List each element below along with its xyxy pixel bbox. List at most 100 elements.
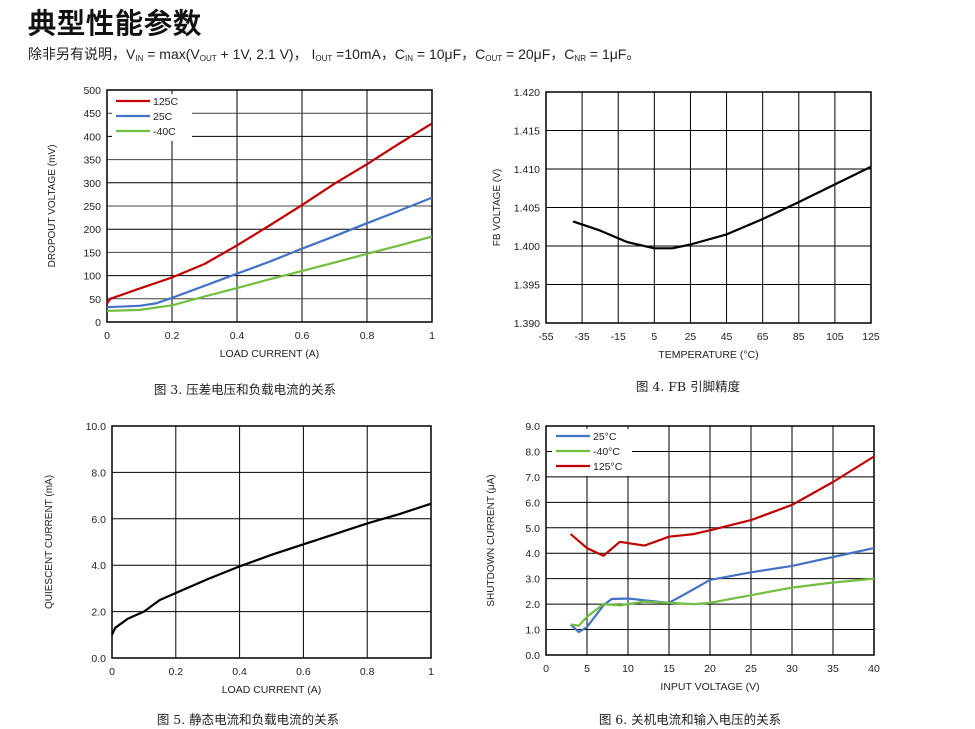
y-tick-label: 1.420 [514,87,540,99]
x-tick-label: 0.2 [168,666,183,678]
y-tick-label: 0 [95,317,101,329]
page-title: 典型性能参数 [28,8,203,39]
x-tick-label: 25 [685,331,697,343]
legend-label: 125C [153,96,179,108]
y-tick-label: 0.0 [91,653,106,665]
conditions-text: 除非另有说明，VIN = max(VOUT + 1V, 2.1 V)， IOUT… [28,46,641,63]
y-axis-label: DROPOUT VOLTAGE (mV) [47,145,58,268]
y-tick-label: 150 [83,247,101,259]
x-tick-label: 0.6 [295,330,310,342]
figure-5-caption: 图 5. 静态电流和负载电流的关系 [156,712,340,727]
chart-3: 0 0.2 0.4 0.6 0.8 1 0 50 100 150 200 250 300 350 400 45… [47,85,435,360]
x-tick-label: 125 [862,331,880,343]
x-tick-label: 0 [104,330,110,342]
y-tick-label: 250 [83,201,101,213]
series-line-125C [106,122,433,305]
x-tick-label: -35 [575,331,590,343]
x-tick-label: 5 [651,331,657,343]
series-line--40°C [570,577,875,627]
legend-label: -40°C [593,446,620,458]
y-axis-label: FB VOLTAGE (V) [492,169,503,246]
y-tick-label: 6.0 [91,514,106,526]
plot-frame [545,425,875,656]
x-tick-label: 35 [827,663,839,675]
plot-frame [545,91,872,324]
y-tick-label: 4.0 [91,560,106,572]
y-tick-label: 10.0 [86,421,107,433]
x-tick-label: 1 [428,666,434,678]
y-axis-label: SHUTDOWN CURRENT (μA) [486,474,497,606]
x-tick-label: 45 [721,331,733,343]
y-tick-label: 3.0 [525,574,540,586]
x-tick-label: 1 [429,330,435,342]
figure-3-caption: 图 3. 压差电压和负载电流的关系 [153,382,337,397]
x-axis-label: TEMPERATURE (°C) [658,349,758,361]
legend-label: 25C [153,111,173,123]
y-tick-label: 1.0 [525,625,540,637]
y-tick-label: 350 [83,155,101,167]
y-tick-label: 8.0 [91,467,106,479]
series-line-25°C [569,547,875,634]
y-tick-label: 8.0 [525,446,540,458]
series-line--40C [106,235,433,312]
x-tick-label: 0.6 [296,666,311,678]
x-tick-label: 105 [826,331,844,343]
chart-4: -55 -35 -15 5 25 45 65 85 105 125 1.390 1.395 1.400 1… [492,87,880,361]
x-tick-label: 10 [622,663,634,675]
legend-label: 25°C [593,431,617,443]
x-tick-label: 40 [868,663,880,675]
y-axis-label: QUIESCENT CURRENT (mA) [44,475,55,609]
legend-label: 125°C [593,461,623,473]
x-tick-label: -15 [611,331,626,343]
y-tick-label: 100 [83,271,101,283]
y-tick-label: 1.415 [514,126,540,138]
x-axis-label: LOAD CURRENT (A) [220,348,320,360]
y-tick-label: 1.390 [514,318,540,330]
y-tick-label: 300 [83,178,101,190]
x-axis-label: LOAD CURRENT (A) [222,684,322,696]
x-tick-label: 85 [793,331,805,343]
series-line-FB [572,165,872,250]
x-tick-label: 0 [543,663,549,675]
y-tick-label: 1.410 [514,164,540,176]
plot-frame [111,425,432,659]
series-line-IQ [110,502,432,636]
x-tick-label: 0.4 [232,666,247,678]
y-tick-label: 200 [83,224,101,236]
figure-4-caption: 图 4. FB 引脚精度 [635,379,741,394]
x-tick-label: 0.2 [165,330,180,342]
x-axis-label: INPUT VOLTAGE (V) [660,681,759,693]
y-tick-label: 4.0 [525,548,540,560]
y-tick-label: 1.400 [514,241,540,253]
x-tick-label: 65 [757,331,769,343]
y-tick-label: 2.0 [525,599,540,611]
x-tick-label: 15 [663,663,675,675]
series-line-25C [106,196,433,309]
y-tick-label: 0.0 [525,650,540,662]
y-tick-label: 7.0 [525,472,540,484]
x-tick-label: 0.8 [360,666,375,678]
legend-label: -40C [153,126,176,138]
y-tick-label: 450 [83,108,101,120]
y-tick-label: 9.0 [525,421,540,433]
y-tick-label: 6.0 [525,497,540,509]
series-line-125°C [569,455,875,557]
x-tick-label: 0.4 [230,330,245,342]
y-tick-label: 1.405 [514,203,540,215]
y-tick-label: 5.0 [525,523,540,535]
x-tick-label: 0 [109,666,115,678]
figure-6-caption: 图 6. 关机电流和输入电压的关系 [598,712,782,727]
x-tick-label: 25 [745,663,757,675]
y-tick-label: 50 [89,294,101,306]
y-tick-label: 2.0 [91,607,106,619]
plot-frame [106,89,433,323]
y-tick-label: 400 [83,131,101,143]
x-tick-label: 0.8 [360,330,375,342]
y-tick-label: 1.395 [514,280,540,292]
x-tick-label: 5 [584,663,590,675]
y-tick-label: 500 [83,85,101,97]
x-tick-label: -55 [538,331,553,343]
x-tick-label: 20 [704,663,716,675]
